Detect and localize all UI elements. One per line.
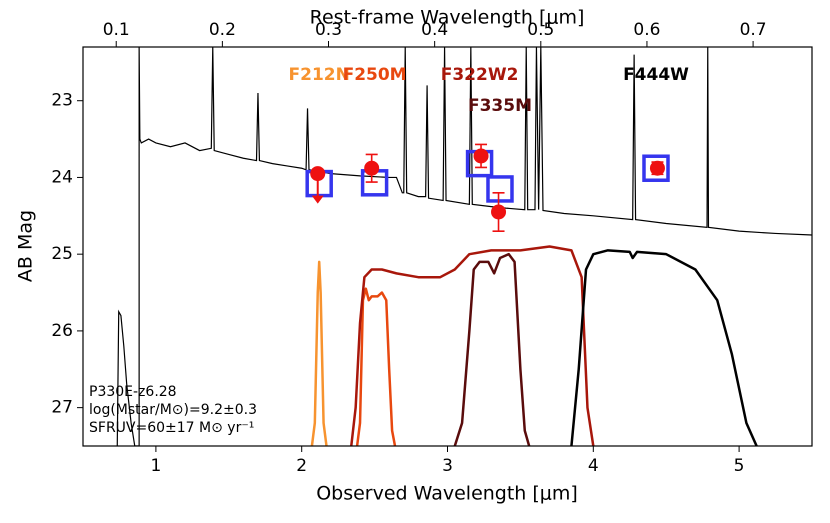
y-tick-label: 24 — [51, 167, 73, 187]
filter-label: F250M — [343, 65, 407, 85]
plot-area — [116, 47, 812, 446]
filter-label: F335M — [468, 96, 532, 116]
y-axis-label: AB Mag — [15, 210, 37, 282]
observed-point — [649, 160, 665, 176]
y-tick-label: 27 — [51, 398, 73, 418]
y-tick-label: 23 — [51, 91, 73, 111]
x-tick-label: 3 — [442, 456, 453, 476]
observed-point — [310, 166, 326, 182]
x-tick-label: 5 — [734, 456, 745, 476]
filter-curve — [355, 287, 397, 446]
observed-point — [473, 148, 489, 164]
x2-tick-label: 0.2 — [209, 20, 236, 40]
annotation: P330E-z6.28 — [89, 384, 177, 400]
annotation: SFRUV=60±17 M⊙ yr⁻¹ — [89, 420, 254, 436]
x-tick-label: 2 — [296, 456, 307, 476]
filter-curve — [570, 249, 758, 446]
model-point — [642, 154, 670, 182]
upper-limit-head — [311, 195, 324, 204]
annotation: log(Mstar/M⊙)=9.2±0.3 — [89, 402, 257, 418]
x-axis-label: Observed Wavelength [μm] — [316, 483, 578, 505]
x2-tick-label: 0.6 — [633, 20, 660, 40]
axes-frame — [82, 46, 813, 447]
filter-label: F444W — [623, 65, 689, 85]
x2-axis-label: Rest-frame Wavelength [μm] — [310, 7, 585, 29]
y-tick-label: 25 — [51, 244, 73, 264]
filter-curve — [310, 260, 328, 446]
x2-tick-label: 0.7 — [740, 20, 767, 40]
y-tick-label: 26 — [51, 321, 73, 341]
filter-curve — [453, 252, 531, 446]
x2-tick-label: 0.3 — [315, 20, 342, 40]
x-tick-label: 1 — [150, 456, 161, 476]
model-spectrum — [116, 47, 812, 446]
observed-point — [364, 160, 380, 176]
observed-point — [491, 204, 507, 220]
filter-label: F322W2 — [441, 65, 519, 85]
filter-curve — [350, 245, 595, 446]
x2-tick-label: 0.4 — [421, 20, 448, 40]
x2-tick-label: 0.5 — [527, 20, 554, 40]
filter-label: F212N — [289, 65, 350, 85]
x-tick-label: 4 — [588, 456, 599, 476]
model-point — [486, 175, 514, 203]
x2-tick-label: 0.1 — [103, 20, 130, 40]
